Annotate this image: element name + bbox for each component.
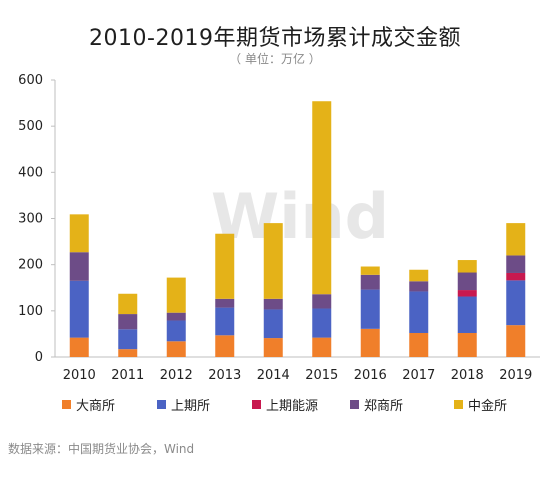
- chart-subtitle: （ 单位：万亿 ）: [229, 52, 321, 66]
- bar-zhengzhou-2010: [69, 252, 89, 281]
- bar-dalian-2010: [69, 337, 89, 357]
- bar-cffex-2014: [263, 223, 283, 299]
- x-tick-label: 2016: [354, 368, 387, 383]
- x-tick-label: 2010: [63, 368, 96, 383]
- bar-cffex-2011: [118, 293, 138, 315]
- legend-item-cffex: 中金所: [454, 396, 508, 414]
- y-tick-label: 0: [35, 350, 43, 365]
- bar-shanghai-2015: [312, 308, 332, 338]
- bar-cffex-2012: [166, 277, 186, 313]
- bar-zhengzhou-2019: [506, 255, 526, 273]
- bar-zhengzhou-2013: [215, 298, 235, 308]
- watermark: Wind: [211, 180, 389, 253]
- bar-ine-2019: [506, 272, 526, 281]
- legend-swatch: [454, 399, 463, 409]
- bar-dalian-2019: [506, 325, 526, 357]
- legend-label: 大商所: [76, 398, 116, 414]
- y-tick-label: 600: [18, 73, 43, 88]
- bar-dalian-2016: [360, 328, 380, 357]
- legend-label: 郑商所: [364, 398, 404, 414]
- bar-dalian-2015: [312, 337, 332, 357]
- bar-shanghai-2012: [166, 320, 186, 342]
- legend-item-ine: 上期能源: [252, 396, 319, 414]
- y-tick-label: 400: [18, 165, 43, 180]
- bar-cffex-2017: [409, 269, 429, 282]
- x-tick-label: 2013: [208, 368, 241, 383]
- bar-ine-2018: [457, 290, 477, 297]
- bar-cffex-2010: [69, 214, 89, 253]
- y-tick-label: 300: [18, 212, 43, 227]
- bar-cffex-2013: [215, 233, 235, 299]
- chart-legend: 大商所 上期所 上期能源 郑商所 中金所: [62, 396, 542, 414]
- bar-cffex-2016: [360, 266, 380, 275]
- x-tick-label: 2015: [305, 368, 338, 383]
- bar-shanghai-2016: [360, 289, 380, 329]
- legend-swatch: [62, 399, 71, 409]
- legend-swatch: [350, 399, 359, 409]
- x-tick-label: 2012: [160, 368, 193, 383]
- bar-shanghai-2019: [506, 280, 526, 326]
- bar-shanghai-2011: [118, 329, 138, 350]
- bar-dalian-2014: [263, 338, 283, 357]
- bar-zhengzhou-2015: [312, 294, 332, 309]
- legend-item-zhengzhou: 郑商所: [350, 396, 404, 414]
- bar-zhengzhou-2014: [263, 298, 283, 310]
- bar-shanghai-2017: [409, 291, 429, 333]
- bar-cffex-2019: [506, 223, 526, 256]
- legend-label: 上期能源: [266, 398, 319, 414]
- bar-dalian-2018: [457, 332, 477, 357]
- x-tick-label: 2017: [402, 368, 435, 383]
- bar-shanghai-2010: [69, 280, 89, 338]
- bar-zhengzhou-2017: [409, 281, 429, 292]
- legend-label: 上期所: [171, 398, 211, 414]
- stacked-bar-chart: Wind 0 100 200 300 400 500 600 2010 2011 2012 2013…: [18, 73, 540, 383]
- legend-swatch: [252, 399, 261, 409]
- legend-item-shanghai: 上期所: [157, 396, 211, 414]
- y-tick-label: 200: [18, 258, 43, 273]
- source-note: 数据来源：中国期货业协会，Wind: [8, 442, 195, 456]
- bar-shanghai-2014: [263, 309, 283, 339]
- bar-zhengzhou-2018: [457, 272, 477, 291]
- bar-cffex-2018: [457, 260, 477, 273]
- x-tick-label: 2014: [257, 368, 290, 383]
- legend-item-dalian: 大商所: [62, 396, 116, 414]
- legend-swatch: [157, 399, 166, 409]
- legend-label: 中金所: [468, 398, 508, 414]
- y-tick-label: 500: [18, 119, 43, 134]
- bar-zhengzhou-2016: [360, 274, 380, 290]
- x-tick-label: 2019: [499, 368, 532, 383]
- bar-dalian-2017: [409, 332, 429, 357]
- bar-zhengzhou-2012: [166, 312, 186, 321]
- x-tick-label: 2011: [111, 368, 144, 383]
- x-tick-label: 2018: [451, 368, 484, 383]
- y-tick-label: 100: [18, 304, 43, 319]
- bar-shanghai-2018: [457, 296, 477, 333]
- bar-shanghai-2013: [215, 307, 235, 336]
- bar-dalian-2012: [166, 341, 186, 357]
- bar-dalian-2013: [215, 335, 235, 357]
- chart-title: 2010-2019年期货市场累计成交金额: [89, 26, 461, 51]
- bar-cffex-2015: [312, 101, 332, 295]
- bar-zhengzhou-2011: [118, 314, 138, 330]
- bar-dalian-2011: [118, 349, 138, 357]
